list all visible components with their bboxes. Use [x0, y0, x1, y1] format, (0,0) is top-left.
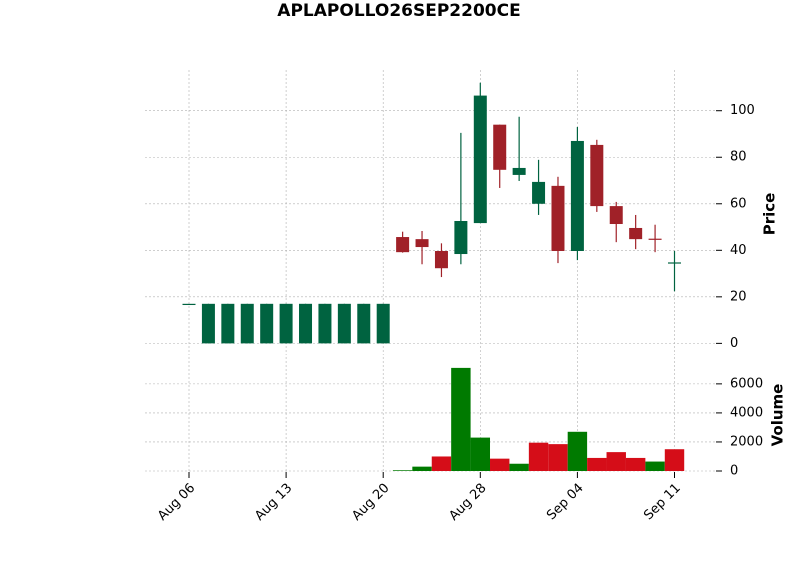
- candle-body: [590, 144, 604, 207]
- candle-body: [473, 95, 487, 224]
- candle-body: [570, 140, 584, 252]
- volume-bar: [509, 463, 529, 471]
- y-tick-label: 0: [730, 336, 738, 351]
- candle-body: [221, 303, 235, 344]
- candle-body: [396, 237, 410, 253]
- candle-body: [182, 303, 196, 306]
- volume-tick-label: 6000: [730, 376, 763, 391]
- x-tick-label: Sep 04: [544, 481, 587, 524]
- volume-bar: [664, 449, 685, 471]
- volume-bar: [645, 461, 665, 471]
- candle-body: [629, 227, 643, 240]
- volume-bar: [625, 457, 646, 471]
- candle-body: [201, 303, 215, 344]
- volume-bar: [451, 367, 471, 471]
- candle-body: [668, 262, 681, 264]
- candle-body: [357, 303, 371, 344]
- volume-bar: [528, 442, 549, 471]
- y-tick-label: 60: [730, 196, 747, 211]
- volume-bar: [587, 457, 607, 471]
- candle-body: [337, 303, 351, 344]
- candle-body: [318, 303, 332, 344]
- candle-body: [532, 181, 546, 204]
- volume-tick-label: 2000: [730, 434, 763, 449]
- volume-bar: [431, 456, 452, 471]
- volume-axis-label: Volume: [769, 384, 787, 447]
- candle-body: [240, 303, 254, 344]
- volume-tick-label: 4000: [730, 405, 763, 420]
- candle-body: [376, 303, 390, 344]
- candle-body: [279, 303, 293, 344]
- candle-body: [454, 220, 468, 255]
- candle-body: [260, 303, 274, 344]
- candle-body: [648, 238, 662, 240]
- y-tick-label: 20: [730, 289, 747, 304]
- x-tick-label: Sep 11: [641, 481, 684, 524]
- x-tick-label: Aug 06: [155, 481, 198, 524]
- candle-body: [551, 185, 565, 252]
- candle-body: [434, 251, 448, 269]
- volume-bar: [412, 466, 432, 471]
- volume-bar: [470, 437, 491, 471]
- price-axis-label: Price: [761, 193, 779, 236]
- chart-title: APLAPOLLO26SEP2200CE: [277, 1, 520, 21]
- x-tick-label: Aug 28: [446, 481, 489, 524]
- candle-body: [609, 206, 623, 225]
- y-tick-label: 40: [730, 243, 747, 258]
- y-tick-label: 100: [730, 103, 755, 118]
- volume-bar: [392, 470, 413, 471]
- candle-body: [415, 239, 429, 248]
- volume-bar: [606, 452, 626, 471]
- x-tick-label: Aug 13: [252, 481, 295, 524]
- volume-bar: [490, 458, 510, 471]
- candle-body: [512, 167, 526, 175]
- candle-body: [299, 303, 313, 344]
- volume-bar: [548, 444, 568, 471]
- y-tick-label: 80: [730, 150, 747, 165]
- volume-tick-label: 0: [730, 464, 738, 479]
- volume-bar: [567, 431, 588, 471]
- x-tick-label: Aug 20: [349, 481, 392, 524]
- candle-body: [493, 124, 507, 170]
